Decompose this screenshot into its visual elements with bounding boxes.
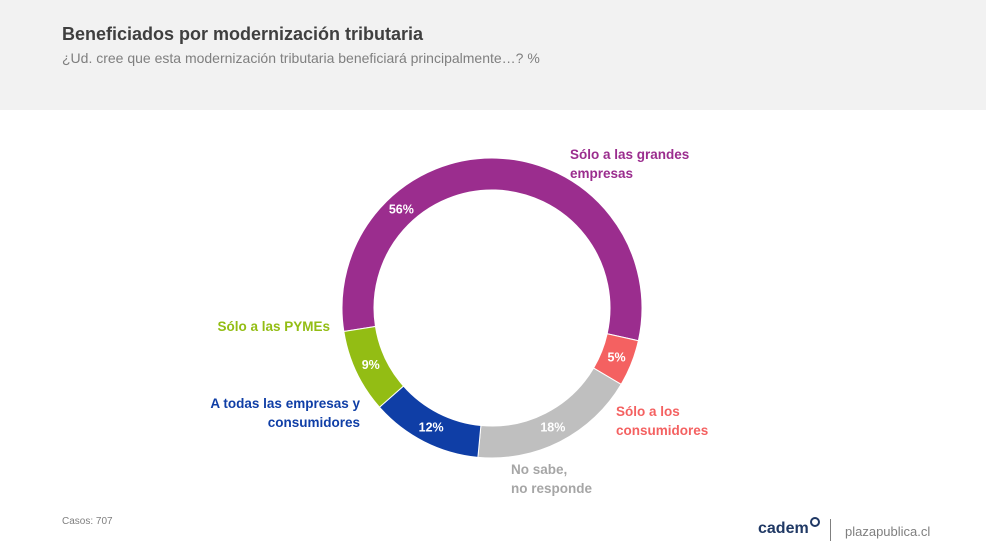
slice-value-label-3: 12% xyxy=(419,420,444,434)
cadem-logo-dot-icon xyxy=(809,517,820,527)
slice-2 xyxy=(477,367,622,459)
category-label-pymes: Sólo a las PYMEs xyxy=(180,317,330,336)
category-label-consumidores: Sólo a los consumidores xyxy=(616,402,708,440)
slice-value-label-0: 56% xyxy=(389,202,414,216)
slice-4 xyxy=(343,325,405,408)
category-label-line: empresas xyxy=(570,166,634,181)
category-label-grandes-empresas: Sólo a las grandes empresas xyxy=(570,145,689,183)
category-label-line: Sólo a las grandes xyxy=(570,147,690,162)
chart-title: Beneficiados por modernización tributari… xyxy=(62,24,424,44)
chart-subtitle: ¿Ud. cree que esta modernización tributa… xyxy=(62,50,540,66)
header-band: Beneficiados por modernización tributari… xyxy=(0,0,986,110)
category-label-line: consumidores xyxy=(616,423,709,438)
slice-value-label-2: 18% xyxy=(540,420,565,434)
slice-0 xyxy=(341,157,643,342)
slice-value-label-1: 5% xyxy=(608,350,626,364)
category-label-line: No sabe, xyxy=(511,462,568,477)
donut-slice-labels: 56% 5% 18% 12% 9% xyxy=(362,202,626,434)
category-label-line: Sólo a las PYMEs xyxy=(217,319,330,334)
category-label-no-sabe: No sabe, no responde xyxy=(511,460,592,498)
footer-divider xyxy=(830,519,831,541)
category-label-todas-empresas: A todas las empresas y consumidores xyxy=(160,394,360,432)
site-url: plazapublica.cl xyxy=(845,524,931,539)
cadem-logo: cadem xyxy=(758,517,820,538)
donut-slices xyxy=(341,157,643,459)
category-label-line: consumidores xyxy=(267,415,360,430)
sample-size-note: Casos: 707 xyxy=(62,516,113,527)
category-label-line: no responde xyxy=(511,481,593,496)
category-label-line: Sólo a los xyxy=(616,404,680,419)
category-label-line: A todas las empresas y xyxy=(210,396,360,411)
slice-value-label-4: 9% xyxy=(362,358,380,372)
cadem-logo-text: cadem xyxy=(758,520,809,537)
